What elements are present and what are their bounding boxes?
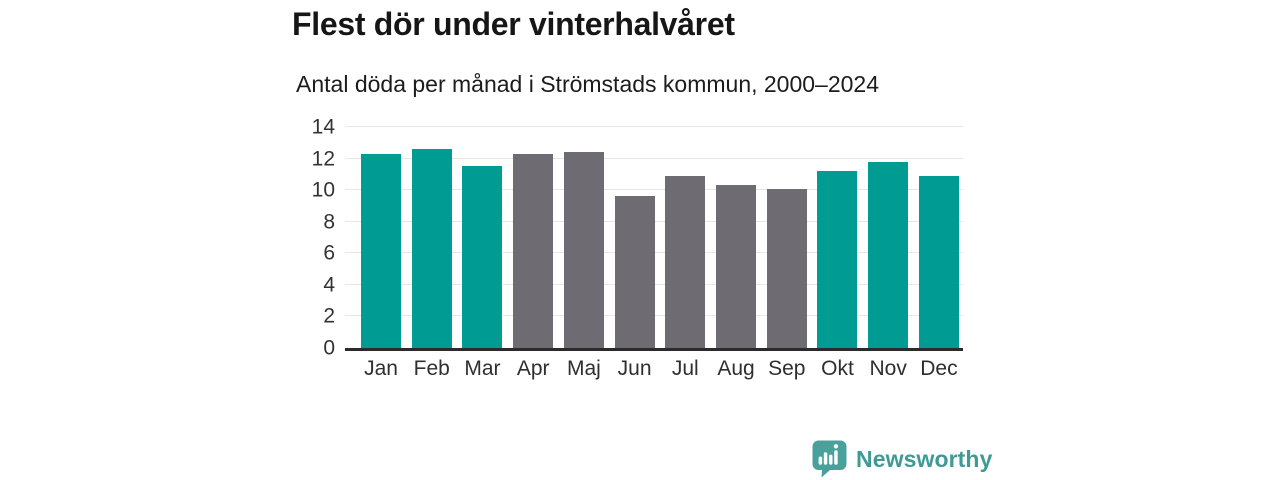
chart-subtitle: Antal döda per månad i Strömstads kommun…	[296, 71, 880, 97]
x-tick-label-okt: Okt	[821, 357, 854, 380]
x-tick-label-maj: Maj	[566, 357, 601, 380]
x-tick-label-jan: Jan	[364, 357, 398, 380]
x-tick-label-sep: Sep	[768, 357, 806, 380]
bar-chart-speech-bubble-icon	[812, 440, 847, 478]
x-tick-label-aug: Aug	[717, 357, 755, 380]
y-tick-label-14: 14	[311, 115, 335, 139]
x-tick-label-mar: Mar	[464, 357, 501, 380]
gridline-10	[345, 189, 963, 191]
bar-jun	[614, 196, 655, 348]
bar-maj	[563, 152, 604, 348]
bar-aug	[716, 185, 757, 348]
y-tick-label-6: 6	[323, 241, 335, 265]
x-tick-label-dec: Dec	[920, 357, 958, 380]
bar-jan	[361, 153, 401, 348]
brand-name: Newsworthy	[856, 445, 993, 472]
bars	[345, 127, 963, 348]
gridline-12	[345, 157, 963, 159]
bar-sep	[766, 188, 807, 348]
bar-dec	[918, 175, 959, 348]
y-tick-label-0: 0	[323, 336, 335, 360]
y-tick-label-10: 10	[311, 178, 335, 202]
bar-apr	[513, 153, 554, 348]
x-tick-label-jun: Jun	[617, 357, 652, 380]
brand-logo: Newsworthy	[812, 440, 992, 478]
y-tick-label-2: 2	[323, 304, 335, 328]
bar-okt	[817, 171, 858, 348]
gridline-14	[345, 126, 963, 127]
bar-nov	[868, 161, 909, 348]
bar-mar	[462, 166, 503, 348]
x-tick-label-nov: Nov	[869, 357, 907, 380]
x-tick-label-feb: Feb	[413, 357, 450, 380]
x-tick-label-apr: Apr	[516, 357, 550, 380]
chart-title: Flest dör under vinterhalvåret	[292, 6, 735, 42]
x-tick-label-jul: Jul	[671, 357, 699, 380]
y-tick-label-4: 4	[323, 273, 335, 297]
y-axis-labels: 0 2 4 6 8 10 12 14	[255, 117, 345, 359]
y-tick-label-12: 12	[311, 147, 335, 171]
bar-feb	[411, 149, 452, 348]
bar-jul	[665, 175, 706, 348]
plot-area	[345, 126, 963, 351]
y-tick-label-8: 8	[323, 210, 335, 234]
x-axis-labels: Jan Feb Mar Apr Maj Jun Jul Aug Sep Okt Nov Dec	[345, 357, 963, 381]
